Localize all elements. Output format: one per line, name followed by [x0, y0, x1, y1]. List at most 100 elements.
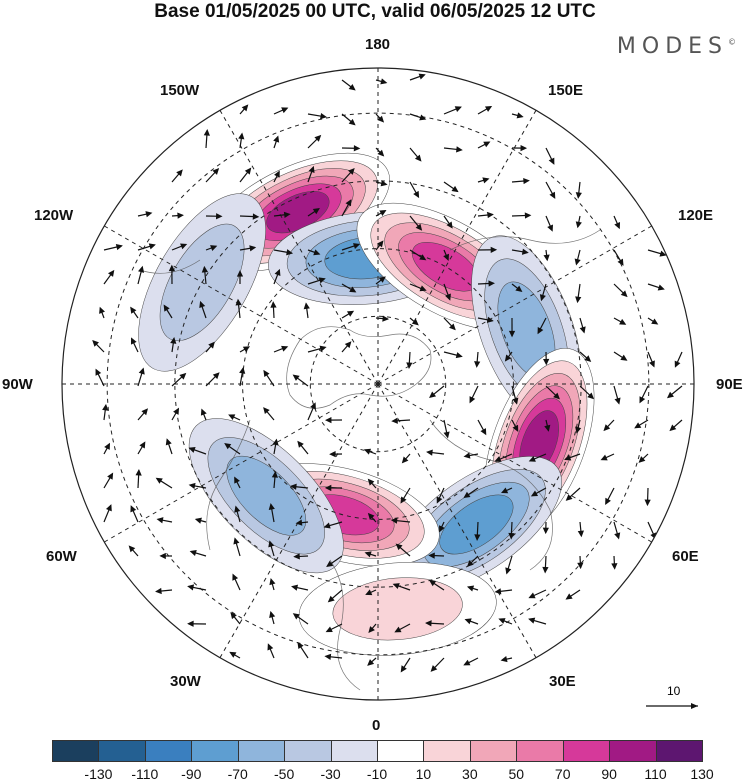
wind-arrow-head — [486, 316, 494, 323]
colorbar-segment — [655, 740, 703, 762]
wind-arrow-head — [429, 580, 437, 587]
lon-label-150e: 150E — [548, 82, 584, 99]
wind-arrow-head — [395, 543, 403, 551]
wind-arrow-head — [446, 221, 453, 229]
lon-label-180: 180 — [365, 36, 391, 53]
wind-arrow-head — [239, 366, 246, 374]
wind-arrow-head — [200, 408, 207, 416]
wind-arrow-head — [163, 304, 170, 312]
lon-label-60e: 60E — [672, 548, 699, 565]
wind-arrow-head — [229, 651, 237, 658]
wind-arrow-head — [99, 306, 105, 314]
wind-arrow-head — [272, 438, 279, 446]
wind-arrow-head — [611, 563, 618, 570]
wind-arrow-head — [235, 298, 242, 306]
wind-arrow-head — [324, 416, 332, 424]
wind-arrow-head — [474, 361, 481, 368]
latitude-circle — [242, 248, 514, 520]
wind-arrow-head — [603, 424, 611, 432]
wind-arrow-head — [674, 360, 681, 368]
wind-arrow-head — [105, 504, 112, 512]
wind-arrow-head — [274, 170, 280, 178]
wind-arrow-head — [234, 476, 240, 484]
wind-arrow-head — [314, 134, 322, 142]
wind-arrow-head — [324, 653, 332, 660]
wind-arrow-head — [553, 392, 560, 400]
wind-arrow-head — [159, 552, 166, 560]
wind-arrow-head — [480, 428, 487, 436]
wind-arrow-head — [270, 301, 277, 308]
wind-arrow-head — [297, 641, 304, 650]
wind-arrow-head — [271, 471, 279, 478]
colorbar-segment — [609, 740, 657, 762]
wind-arrow-head — [657, 284, 665, 291]
wind-arrow-head — [565, 593, 573, 600]
wind-arrow-head — [308, 165, 315, 174]
wind-arrow-head — [326, 560, 334, 567]
wind-arrow-head — [233, 537, 240, 545]
wind-arrow-head — [283, 211, 291, 218]
wind-arrow-head — [466, 560, 474, 567]
wind-arrow-head — [303, 302, 310, 310]
wind-arrow-head — [575, 426, 582, 434]
wind-arrow-head — [348, 167, 355, 175]
wind-arrow-head — [428, 552, 435, 559]
wind-arrow-head — [293, 553, 300, 560]
wind-arrow-head — [252, 213, 260, 220]
colorbar — [52, 740, 703, 762]
wind-arrow-head — [543, 254, 550, 262]
wind-arrow-head — [490, 246, 498, 253]
lon-label-60w: 60W — [46, 548, 77, 565]
wind-arrow-head — [244, 167, 252, 175]
colorbar-segment — [330, 740, 378, 762]
wind-arrow-head — [498, 618, 506, 624]
wind-arrow-head — [528, 455, 536, 462]
wind-arrow-head — [269, 578, 276, 586]
wind-arrow-head — [238, 132, 245, 140]
wind-arrow-head — [230, 612, 237, 620]
wind-arrow-head — [528, 617, 536, 624]
wind-arrow-head — [348, 118, 356, 126]
wind-arrow-head — [224, 443, 232, 450]
wind-arrow-head — [349, 286, 357, 293]
wind-arrow-head — [512, 397, 519, 405]
wind-arrow-head — [390, 517, 398, 524]
wind-arrow-head — [515, 285, 523, 293]
wind-arrow-head — [156, 517, 164, 524]
wind-arrow-head — [574, 258, 581, 266]
wind-arrow-head — [651, 318, 659, 325]
wind-arrow-head — [638, 456, 646, 463]
wind-arrow-head — [380, 180, 388, 187]
wind-arrow-head — [187, 620, 194, 627]
colorbar-tick-label: -90 — [181, 766, 202, 782]
wind-arrow-head — [179, 372, 187, 380]
wind-arrow-head — [148, 243, 156, 250]
wind-arrow-head — [241, 104, 249, 112]
wind-arrow-head — [528, 592, 536, 599]
wind-arrow-head — [382, 315, 390, 322]
brand-text: MODES — [616, 34, 728, 59]
wind-arrow-head — [177, 212, 184, 219]
wind-arrow-head — [488, 280, 496, 287]
colorbar-segment — [237, 740, 286, 762]
wind-arrow-head — [469, 396, 476, 404]
wind-arrow-head — [565, 494, 573, 501]
wind-arrow-head — [644, 499, 651, 507]
colorbar-segment — [469, 740, 518, 762]
reference-vector-arrow — [646, 703, 698, 709]
colorbar-tick-label: -30 — [320, 766, 341, 782]
wind-arrow-head — [548, 157, 555, 165]
wind-arrow-head — [210, 245, 218, 251]
lon-label-120w: 120W — [34, 207, 74, 224]
wind-arrow-head — [130, 505, 137, 513]
wind-arrow-head — [419, 254, 427, 261]
wind-arrow-head — [107, 472, 114, 480]
wind-arrow-head — [263, 369, 270, 378]
modes-logo: MODES© — [617, 34, 736, 59]
wind-arrow-head — [577, 530, 584, 538]
wind-arrow-head — [584, 355, 592, 362]
wind-arrow-head — [378, 276, 386, 283]
wind-arrow-head — [617, 258, 624, 266]
wind-arrow-head — [216, 213, 223, 220]
